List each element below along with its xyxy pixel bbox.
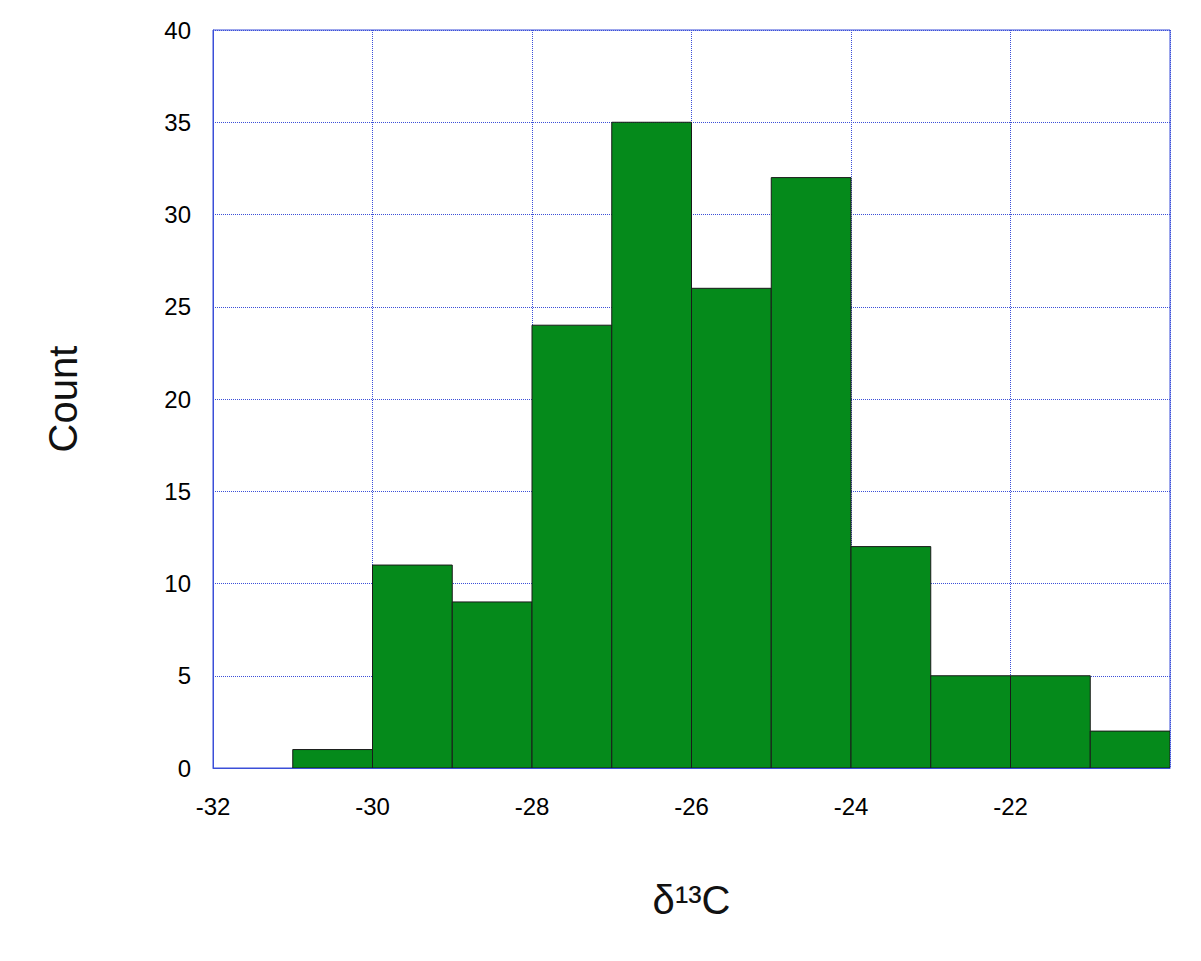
svg-text:15: 15 [164, 478, 191, 505]
svg-text:5: 5 [178, 662, 191, 689]
svg-text:-30: -30 [355, 793, 390, 820]
svg-text:-24: -24 [834, 793, 869, 820]
svg-text:-22: -22 [993, 793, 1028, 820]
svg-text:-32: -32 [196, 793, 231, 820]
svg-text:20: 20 [164, 386, 191, 413]
svg-text:25: 25 [164, 293, 191, 320]
svg-text:0: 0 [178, 755, 191, 782]
svg-text:-28: -28 [515, 793, 550, 820]
svg-text:δ¹³C: δ¹³C [653, 878, 731, 922]
svg-text:Count: Count [41, 346, 85, 453]
svg-text:10: 10 [164, 570, 191, 597]
svg-text:35: 35 [164, 109, 191, 136]
svg-text:-26: -26 [674, 793, 709, 820]
svg-text:40: 40 [164, 17, 191, 44]
svg-text:30: 30 [164, 201, 191, 228]
